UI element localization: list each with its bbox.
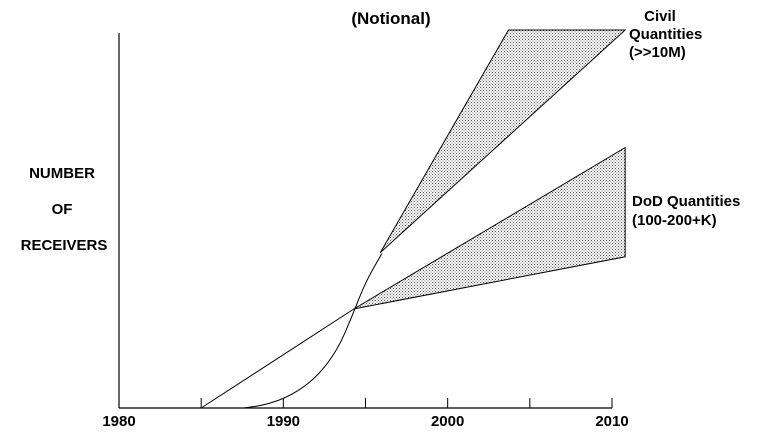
civil-quantities-band: [379, 29, 627, 253]
x-tick-label-2010: 2010: [595, 413, 628, 430]
ylabel-line-1: NUMBER: [29, 165, 95, 182]
ylabel-line-3: RECEIVERS: [21, 237, 108, 254]
chart-title: (Notional): [351, 9, 430, 28]
adoption-straight-line: [200, 308, 355, 409]
adoption-curve-line: [243, 253, 383, 409]
bands-layer: [353, 29, 627, 310]
x-tick-label-2000: 2000: [431, 413, 464, 430]
x-ticks: 1980 1990 2000 2010: [102, 398, 629, 430]
dod-label-line-1: DoD Quantities: [632, 193, 740, 210]
civil-label-line-1: Civil: [644, 8, 676, 25]
x-tick-label-1980: 1980: [102, 413, 135, 430]
series-layer: [200, 253, 383, 409]
dod-label-line-2: (100-200+K): [632, 212, 717, 229]
x-tick-label-1990: 1990: [267, 413, 300, 430]
civil-label-line-3: (>>10M): [629, 44, 686, 61]
dod-quantities-band: [353, 146, 626, 310]
civil-label-line-2: Quantities: [629, 26, 702, 43]
ylabel-line-2: OF: [52, 201, 73, 218]
